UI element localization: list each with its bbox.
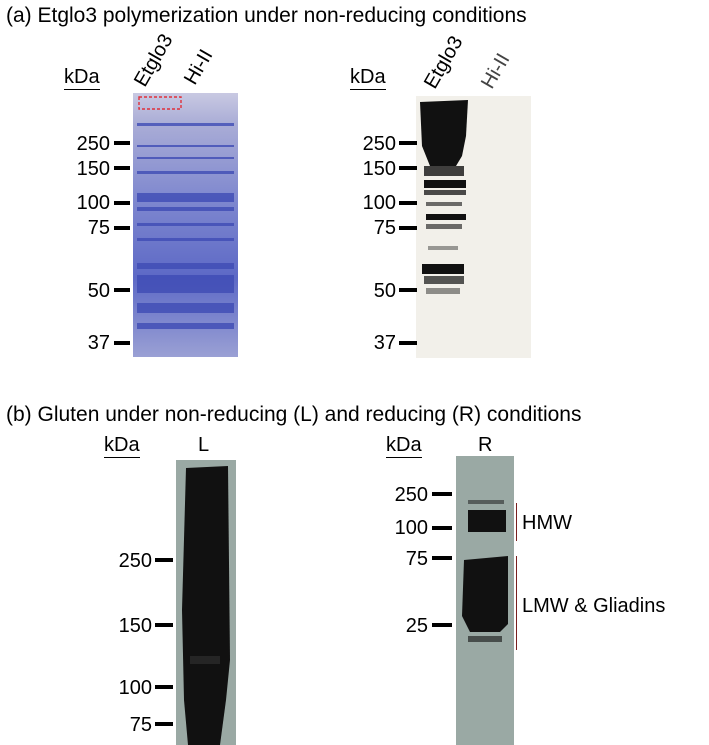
marker-tick	[114, 141, 130, 145]
lmw-gliadins-label: LMW & Gliadins	[522, 595, 666, 617]
hmw-label: HMW	[522, 512, 572, 534]
gluten-reducing-blot-image	[456, 456, 514, 745]
marker-75: 75	[87, 217, 110, 239]
blot-marker-50: 50	[373, 280, 396, 302]
marker-tick	[399, 288, 417, 292]
coomassie-gel-image	[133, 93, 238, 357]
lane-label-r: R	[478, 434, 493, 456]
gluten-r-marker-100: 100	[394, 517, 428, 539]
marker-tick	[399, 341, 417, 345]
marker-tick	[432, 526, 452, 530]
marker-tick	[114, 341, 130, 345]
marker-tick	[399, 201, 417, 205]
panel-b-title: (b) Gluten under non-reducing (L) and re…	[6, 403, 582, 426]
gluten-l-marker-250: 250	[118, 550, 152, 572]
lane-label-hi-ii-blot: Hi-II	[477, 49, 515, 93]
marker-tick	[155, 558, 173, 562]
blot-marker-37: 37	[373, 332, 396, 354]
blot-marker-150: 150	[362, 158, 396, 180]
etglo3-western-blot-image	[416, 96, 531, 358]
marker-tick	[155, 685, 173, 689]
lane-label-hi-ii: Hi-II	[180, 45, 218, 89]
panel-a-left-kda-label: kDa	[64, 66, 100, 90]
gluten-r-marker-75: 75	[405, 548, 428, 570]
marker-tick	[114, 166, 130, 170]
marker-tick	[399, 166, 417, 170]
lmw-bracket	[516, 556, 517, 650]
marker-tick	[155, 722, 173, 726]
lane-label-l: L	[198, 434, 210, 456]
marker-tick	[432, 492, 452, 496]
marker-37: 37	[87, 332, 110, 354]
blot-marker-250: 250	[362, 133, 396, 155]
marker-tick	[399, 226, 417, 230]
hmw-bracket	[516, 503, 517, 541]
panel-a-title: (a) Etglo3 polymerization under non-redu…	[6, 4, 527, 27]
marker-tick	[432, 623, 452, 627]
lane-label-etglo3: Etglo3	[130, 30, 178, 91]
marker-150: 150	[76, 158, 110, 180]
gluten-l-marker-100: 100	[118, 677, 152, 699]
marker-250: 250	[76, 133, 110, 155]
panel-a-right-kda-label: kDa	[350, 66, 386, 90]
gluten-r-marker-25: 25	[405, 615, 428, 637]
marker-tick	[114, 288, 130, 292]
marker-tick	[114, 226, 130, 230]
gluten-l-marker-150: 150	[118, 615, 152, 637]
marker-tick	[155, 623, 173, 627]
lane-label-etglo3-blot: Etglo3	[420, 32, 468, 93]
gluten-r-marker-250: 250	[394, 484, 428, 506]
gluten-l-marker-75: 75	[129, 714, 152, 736]
panel-b-right-kda-label: kDa	[386, 434, 422, 458]
blot-marker-100: 100	[362, 192, 396, 214]
panel-b-left-kda-label: kDa	[104, 434, 140, 458]
marker-tick	[114, 201, 130, 205]
blot-marker-75: 75	[373, 217, 396, 239]
marker-tick	[399, 141, 417, 145]
marker-100: 100	[76, 192, 110, 214]
marker-tick	[432, 556, 452, 560]
gluten-nonreducing-blot-image	[176, 460, 236, 745]
marker-50: 50	[87, 280, 110, 302]
